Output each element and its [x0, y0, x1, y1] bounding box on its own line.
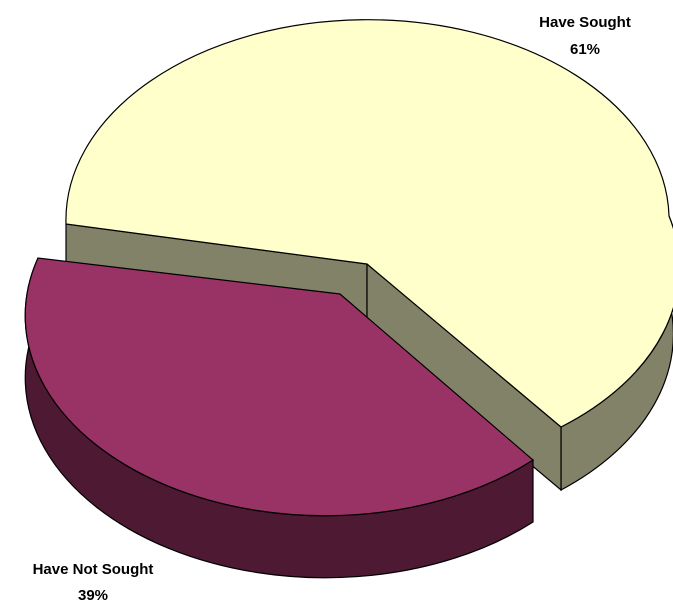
slice-have-not-sought [24, 257, 535, 579]
label-have-not-sought: Have Not Sought [33, 561, 154, 578]
pct-have-sought: 61% [570, 41, 600, 58]
slice-have-sought-top [65, 19, 673, 428]
pct-have-not-sought: 39% [78, 587, 108, 603]
slice-have-not-sought-top [24, 257, 535, 517]
label-have-sought: Have Sought [539, 14, 631, 31]
